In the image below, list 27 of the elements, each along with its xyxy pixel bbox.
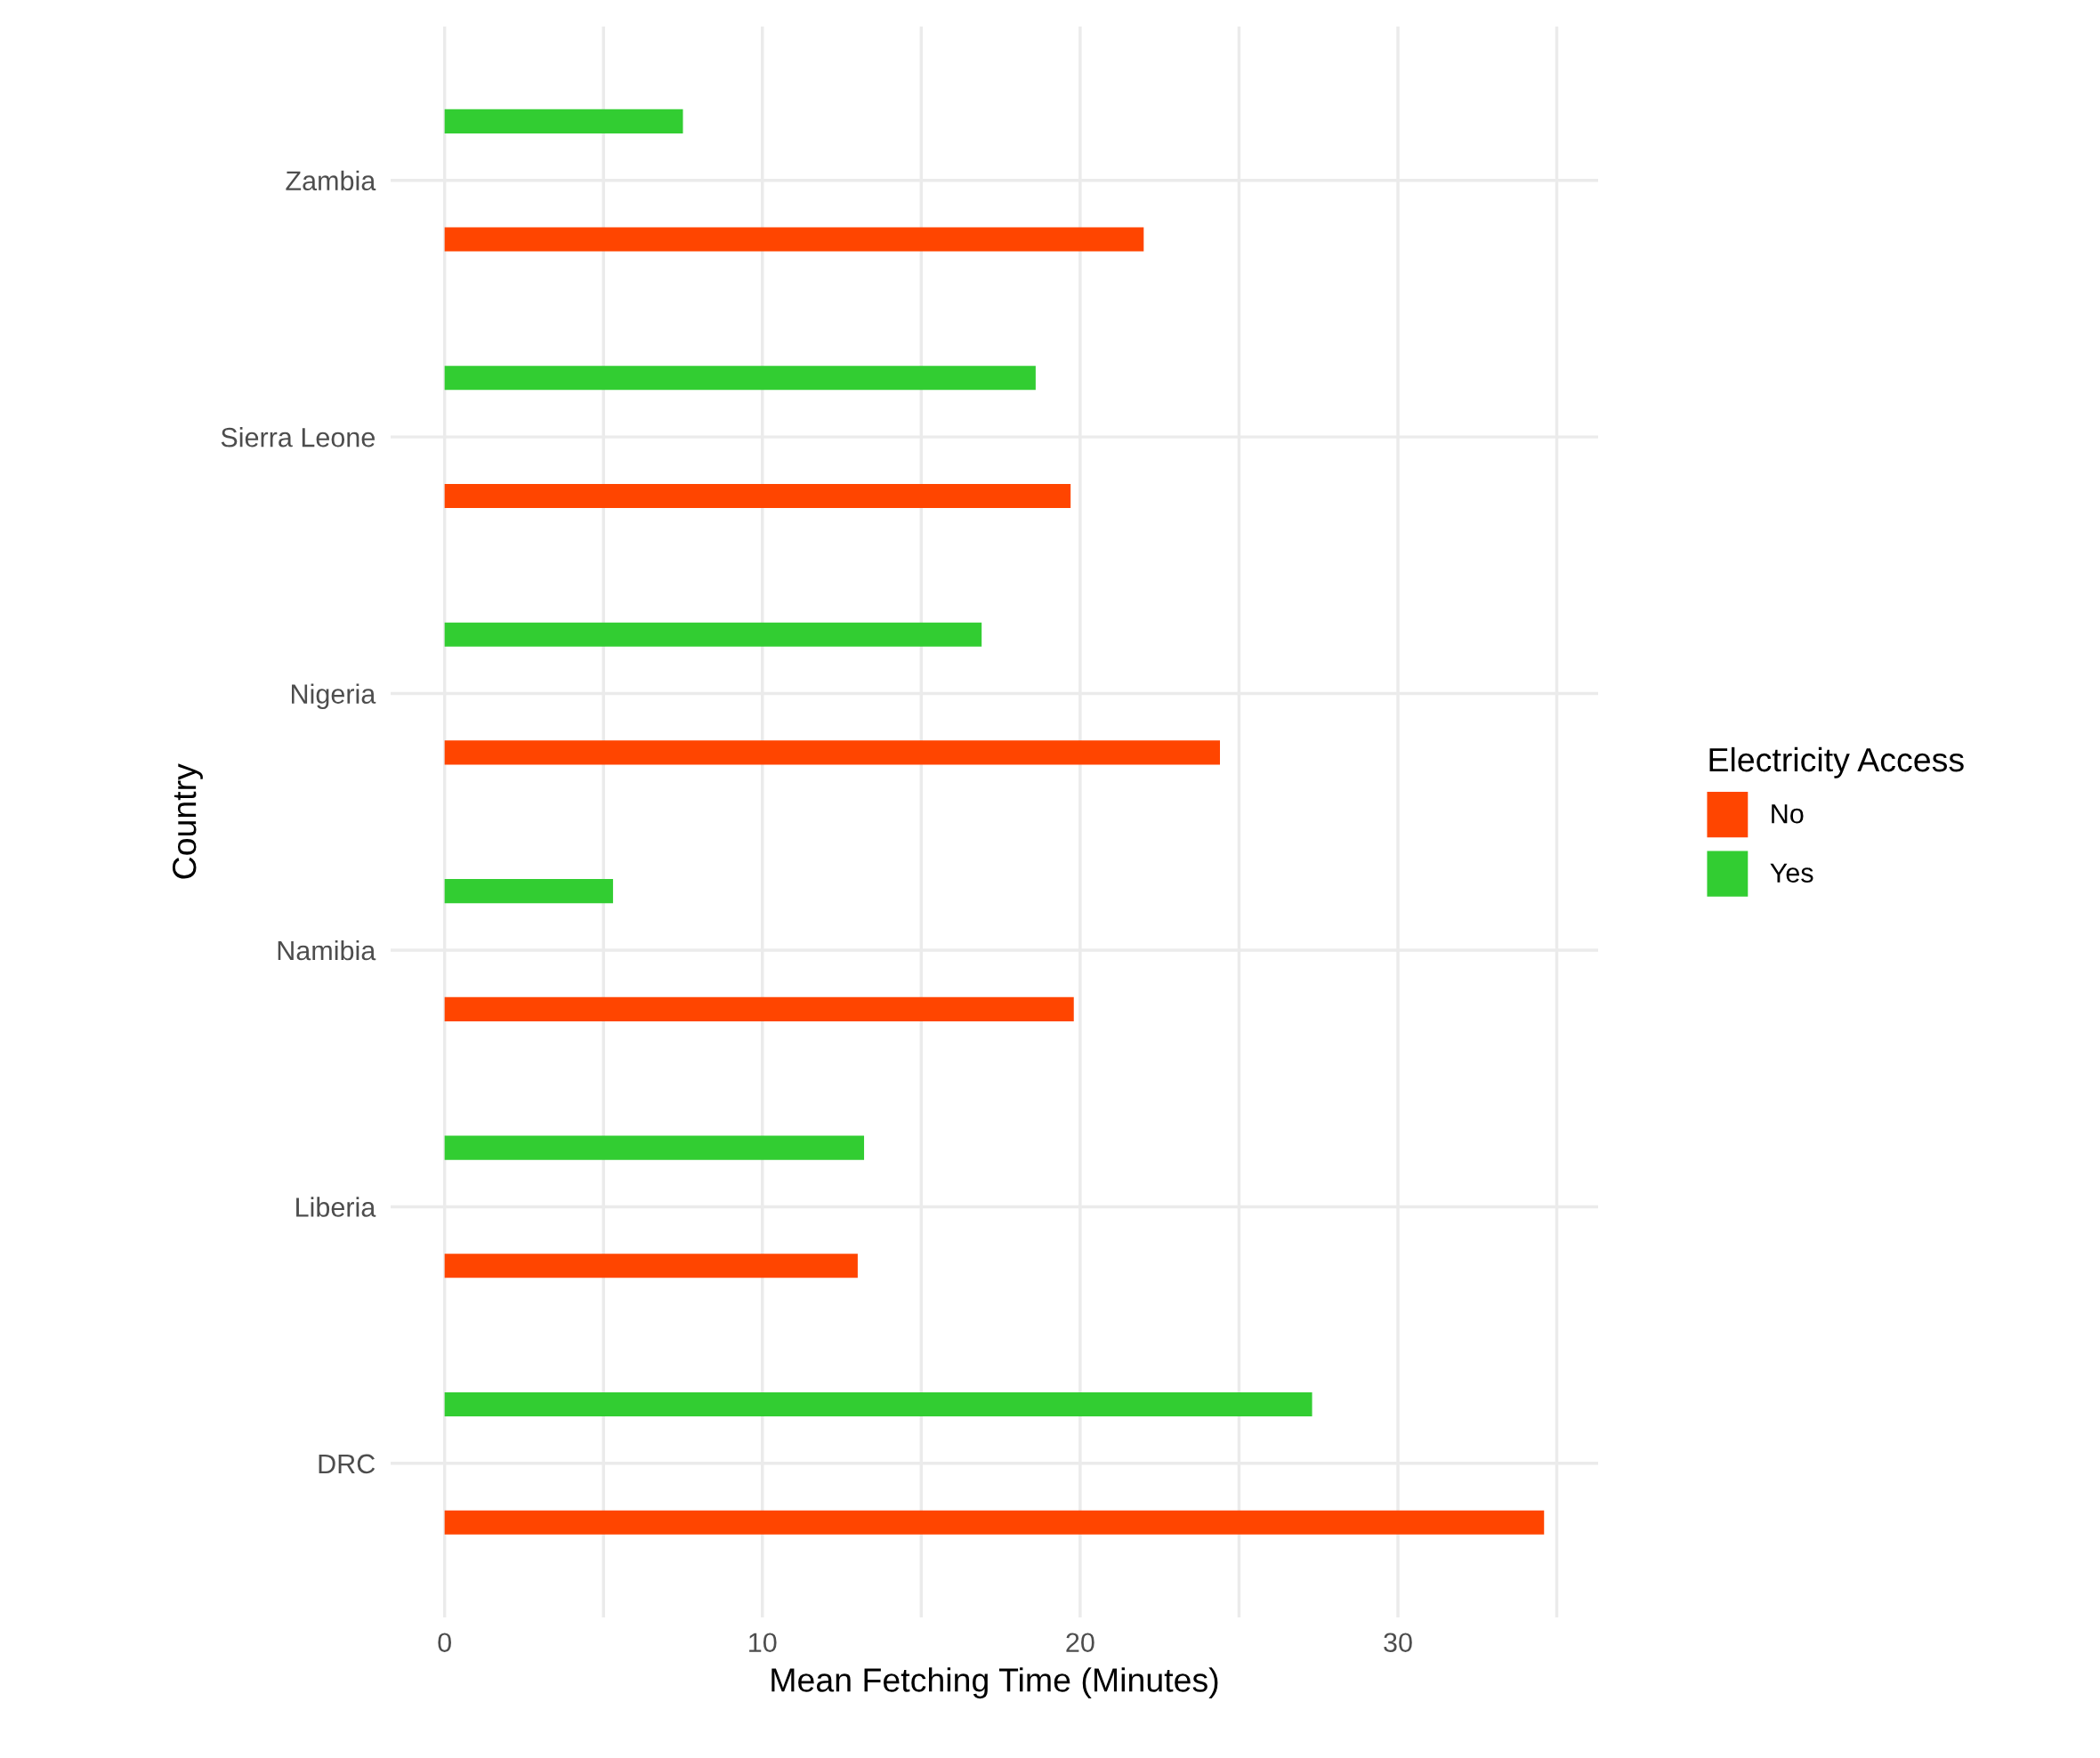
bar — [444, 996, 1074, 1021]
bar — [444, 366, 1036, 391]
bar — [444, 1135, 865, 1160]
x-tick-label: 20 — [1066, 1633, 1094, 1653]
y-tick-label: Nigeria — [292, 683, 376, 709]
legend-label: Yes — [1770, 863, 1813, 883]
bar — [444, 740, 1220, 765]
x-tick-label: 10 — [749, 1633, 777, 1653]
bar — [444, 227, 1144, 252]
y-tick-label: Liberia — [296, 1197, 376, 1217]
bar — [444, 879, 613, 904]
legend-label: No — [1772, 804, 1804, 824]
bar — [444, 622, 982, 647]
x-tick-label: 0 — [438, 1633, 451, 1653]
y-tick-label: DRC — [319, 1454, 376, 1474]
bar — [444, 1391, 1312, 1417]
y-axis-title: Country — [172, 763, 203, 879]
bar — [444, 109, 683, 133]
y-tick-label: Zambia — [286, 170, 376, 191]
x-axis-title: Mean Fetching Time (Minutes) — [771, 1667, 1218, 1699]
bar — [444, 483, 1071, 509]
bar — [444, 1254, 858, 1278]
bar — [444, 1510, 1545, 1535]
legend-title: Electricity Access — [1709, 746, 1964, 778]
x-tick-label: 30 — [1384, 1633, 1412, 1653]
y-tick-label: Namibia — [278, 939, 376, 961]
y-tick-label: Sierra Leone — [221, 427, 375, 448]
